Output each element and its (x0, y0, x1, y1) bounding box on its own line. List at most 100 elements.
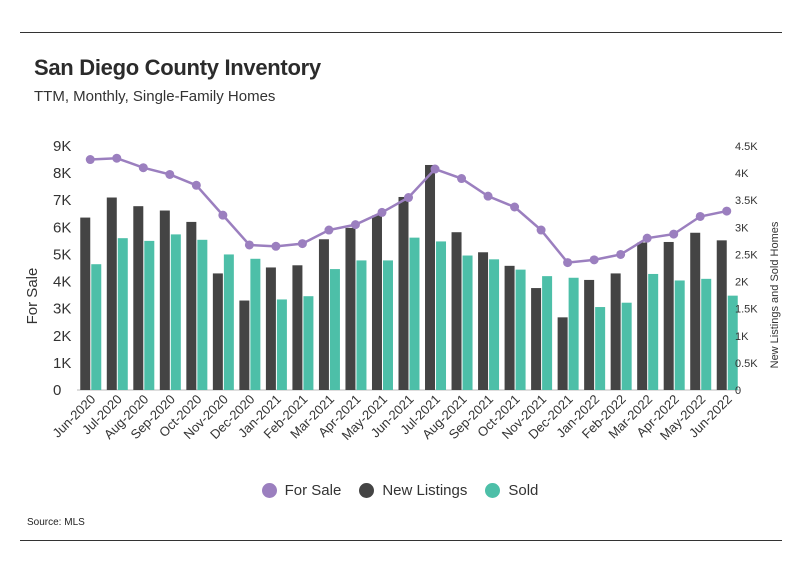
bar-new-listings (690, 232, 701, 390)
bar-sold (727, 295, 738, 390)
right-tick-label: 3.5K (735, 195, 758, 207)
for-sale-point (85, 155, 95, 165)
left-tick-label: 8K (53, 165, 71, 182)
left-tick-label: 4K (53, 274, 71, 291)
top-rule (20, 32, 782, 33)
bar-sold (595, 307, 606, 390)
bar-sold (170, 234, 181, 390)
bar-sold (542, 276, 553, 390)
bar-sold (356, 260, 367, 390)
right-tick-label: 1K (735, 331, 749, 343)
bar-new-listings (265, 267, 276, 390)
bar-sold (462, 255, 473, 390)
chart-subtitle: TTM, Monthly, Single-Family Homes (34, 88, 276, 105)
for-sale-point (669, 229, 679, 239)
for-sale-point (563, 258, 573, 268)
for-sale-point (377, 207, 387, 217)
for-sale-point (165, 169, 175, 179)
bar-new-listings (504, 265, 515, 390)
bar-new-listings (610, 273, 621, 390)
bar-new-listings (80, 217, 91, 390)
bar-new-listings (318, 239, 329, 390)
bar-new-listings (716, 240, 727, 390)
bar-sold (329, 269, 340, 390)
bar-sold (144, 240, 155, 390)
legend-label-sold: Sold (508, 482, 539, 499)
inventory-chart: 0 1K 2K 3K 4K 5K 6K 7K 8K 9K 0 0.5K 1K 1.5K 2K 2.5K 3K 3.… (24, 138, 781, 443)
bar-new-listings (663, 241, 674, 390)
left-tick-label: 2K (53, 328, 71, 345)
for-sale-point (430, 164, 440, 174)
bar-sold (436, 241, 447, 390)
left-tick-label: 9K (53, 138, 71, 155)
right-tick-label: 0.5K (735, 358, 758, 370)
bar-new-listings (425, 164, 436, 390)
legend-item-new-listings: New Listings (359, 482, 467, 499)
bar-new-listings (398, 196, 409, 390)
bar-new-listings (239, 300, 250, 390)
legend-item-for-sale: For Sale (261, 482, 342, 499)
left-tick-label: 1K (53, 355, 71, 372)
right-tick-label: 2K (735, 277, 749, 289)
bar-new-listings (106, 197, 117, 390)
bar-new-listings (292, 265, 303, 390)
for-sale-point (138, 163, 148, 173)
bar-sold (382, 260, 393, 390)
right-tick-label: 4.5K (735, 141, 758, 153)
bar-sold (701, 278, 712, 390)
right-tick-label: 3K (735, 222, 749, 234)
bar-new-listings (371, 215, 382, 390)
bar-new-listings (531, 288, 542, 390)
for-sale-point (218, 210, 228, 220)
source-note: Source: MLS (27, 517, 85, 528)
left-tick-label: 5K (53, 246, 71, 263)
for-sale-point (616, 249, 626, 259)
right-axis-title: New Listings and Sold Homes (769, 221, 781, 368)
right-tick-label: 4K (735, 168, 749, 180)
bar-new-listings (451, 232, 462, 390)
bar-new-listings (212, 273, 223, 390)
chart-title: San Diego County Inventory (34, 55, 321, 80)
bar-new-listings (133, 206, 144, 390)
for-sale-point (536, 225, 546, 235)
bar-sold (250, 258, 261, 390)
legend-item-sold: Sold (485, 482, 538, 499)
left-axis-title: For Sale (24, 268, 41, 325)
bar-new-listings (159, 210, 170, 390)
bar-sold (223, 254, 234, 390)
for-sale-point (457, 174, 467, 184)
chart-legend: For Sale New Listings Sold (0, 482, 800, 499)
left-tick-label: 6K (53, 219, 71, 236)
new-listings-swatch-icon (359, 483, 375, 498)
right-tick-label: 0 (735, 385, 741, 397)
for-sale-point (271, 241, 281, 251)
for-sale-point (350, 220, 360, 230)
bar-sold (515, 269, 526, 390)
bar-sold (648, 273, 659, 390)
bar-sold (409, 237, 420, 390)
right-tick-label: 1.5K (735, 304, 758, 316)
bar-sold (117, 238, 128, 390)
bar-sold (197, 239, 208, 390)
left-tick-label: 3K (53, 301, 71, 318)
sold-swatch-icon (485, 483, 501, 498)
for-sale-point (722, 206, 732, 216)
bar-sold (276, 299, 287, 390)
bar-new-listings (637, 242, 648, 390)
for-sale-point (483, 191, 493, 201)
bar-sold (303, 296, 314, 390)
bar-new-listings (584, 279, 595, 390)
for-sale-point (191, 180, 201, 190)
for-sale-point (324, 225, 334, 235)
bottom-rule (20, 540, 782, 541)
bar-sold (674, 280, 685, 390)
for-sale-point (642, 233, 652, 243)
bar-sold (568, 277, 579, 390)
right-tick-label: 2.5K (735, 249, 758, 261)
for-sale-point (112, 153, 122, 163)
legend-label-for-sale: For Sale (284, 482, 342, 499)
bar-sold (91, 264, 102, 390)
for-sale-swatch-icon (261, 483, 277, 498)
for-sale-point (244, 240, 254, 250)
for-sale-point (695, 211, 705, 221)
